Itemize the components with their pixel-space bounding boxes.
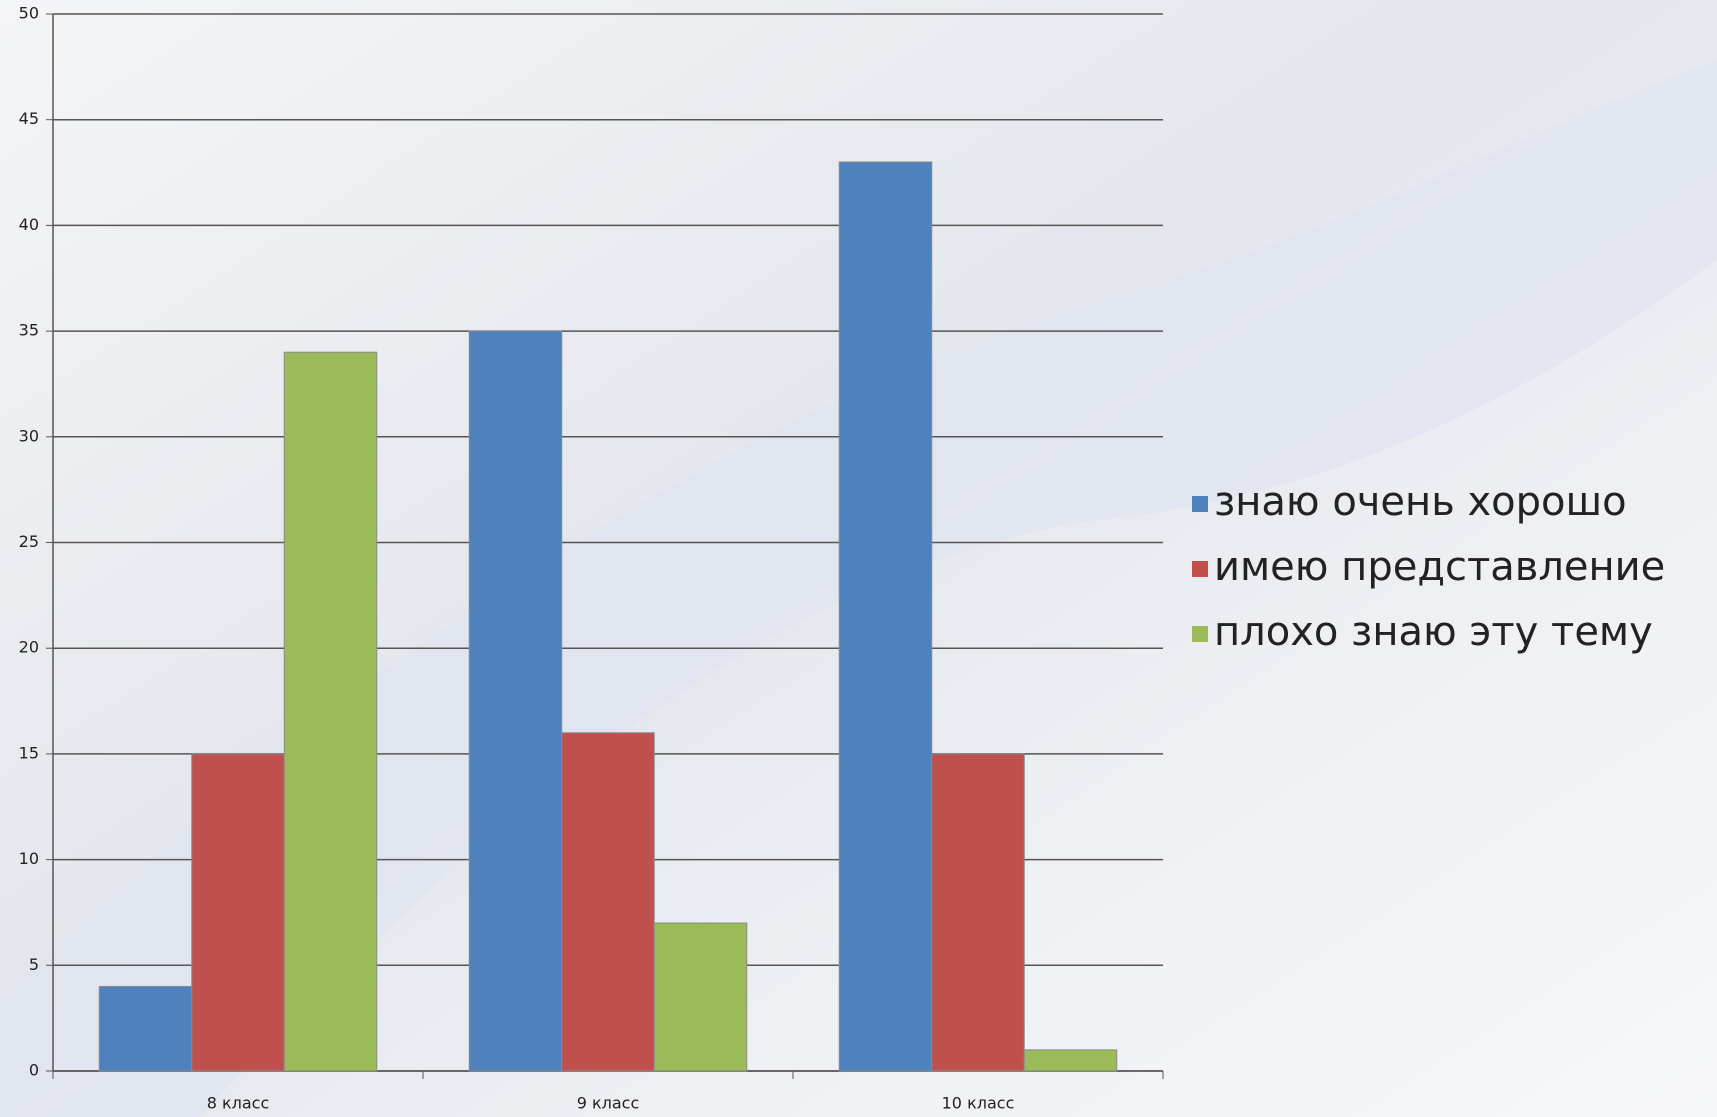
legend-label: имею представление	[1214, 544, 1665, 590]
legend-swatch	[1192, 626, 1208, 642]
x-tick-label: 9 класс	[577, 1094, 640, 1113]
y-tick-label: 50	[19, 4, 39, 23]
y-tick-label: 35	[19, 321, 39, 340]
bar	[98, 985, 193, 1072]
bar	[191, 753, 285, 1072]
y-tick-label: 10	[19, 849, 39, 868]
bar	[468, 330, 563, 1072]
legend-label: плохо знаю эту тему	[1214, 609, 1653, 655]
y-tick-label: 0	[29, 1061, 39, 1080]
bar	[561, 732, 655, 1072]
y-tick-label: 15	[19, 743, 39, 762]
bar	[283, 351, 378, 1072]
bar	[838, 161, 933, 1072]
legend-swatch	[1192, 496, 1208, 512]
y-tick-label: 5	[29, 955, 39, 974]
y-tick-label: 40	[19, 215, 39, 234]
y-tick-label: 45	[19, 109, 39, 128]
y-tick-label: 20	[19, 638, 39, 657]
y-tick-label: 30	[19, 426, 39, 445]
bar	[931, 753, 1025, 1072]
bar	[1023, 1049, 1118, 1072]
legend-label: знаю очень хорошо	[1214, 479, 1627, 525]
y-tick-label: 25	[19, 532, 39, 551]
legend-swatch	[1192, 561, 1208, 577]
x-tick-label: 8 класс	[207, 1094, 270, 1113]
bar	[653, 922, 748, 1072]
x-tick-label: 10 класс	[942, 1094, 1015, 1113]
